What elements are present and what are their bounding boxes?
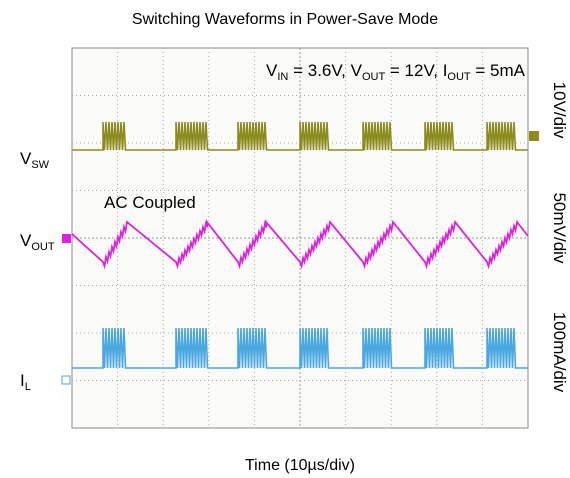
channel-label: IL bbox=[20, 371, 31, 393]
ch-marker bbox=[61, 375, 71, 385]
channel-sub: L bbox=[25, 381, 31, 393]
ch-marker bbox=[62, 234, 71, 243]
cond-value: = 5mA bbox=[471, 61, 526, 80]
channel-sub: SW bbox=[31, 159, 49, 171]
cond-sub: IN bbox=[277, 71, 288, 83]
waveforms bbox=[61, 121, 539, 385]
vsw-wave bbox=[72, 121, 528, 151]
channel-symbol: V bbox=[20, 231, 32, 250]
channel-symbol: V bbox=[20, 149, 32, 168]
scale-label: 50mV/div bbox=[550, 193, 569, 264]
cond-value: = 12V, bbox=[385, 61, 443, 80]
cond-sub: OUT bbox=[362, 71, 386, 83]
cond-value: = 3.6V, bbox=[288, 61, 350, 80]
conditions: VIN = 3.6V, VOUT = 12V, IOUT = 5mA bbox=[266, 61, 526, 83]
cond-symbol: V bbox=[266, 61, 278, 80]
channel-sub: OUT bbox=[31, 241, 55, 253]
title: Switching Waveforms in Power-Save Mode bbox=[132, 11, 438, 28]
cond-sub: OUT bbox=[447, 71, 471, 83]
il-wave bbox=[72, 327, 528, 369]
x-label: Time (10µs/div) bbox=[245, 457, 355, 474]
cond-symbol: V bbox=[351, 61, 363, 80]
annotation: AC Coupled bbox=[104, 193, 196, 212]
channel-label: VSW bbox=[20, 149, 50, 171]
cond-symbol: I bbox=[443, 61, 448, 80]
scale-label: 10V/div bbox=[550, 82, 569, 139]
trigger-marker bbox=[529, 131, 539, 141]
scale-label: 100mA/div bbox=[550, 312, 569, 393]
vout-wave bbox=[71, 218, 529, 270]
channel-symbol: I bbox=[20, 371, 25, 390]
channel-label: VOUT bbox=[20, 231, 55, 253]
